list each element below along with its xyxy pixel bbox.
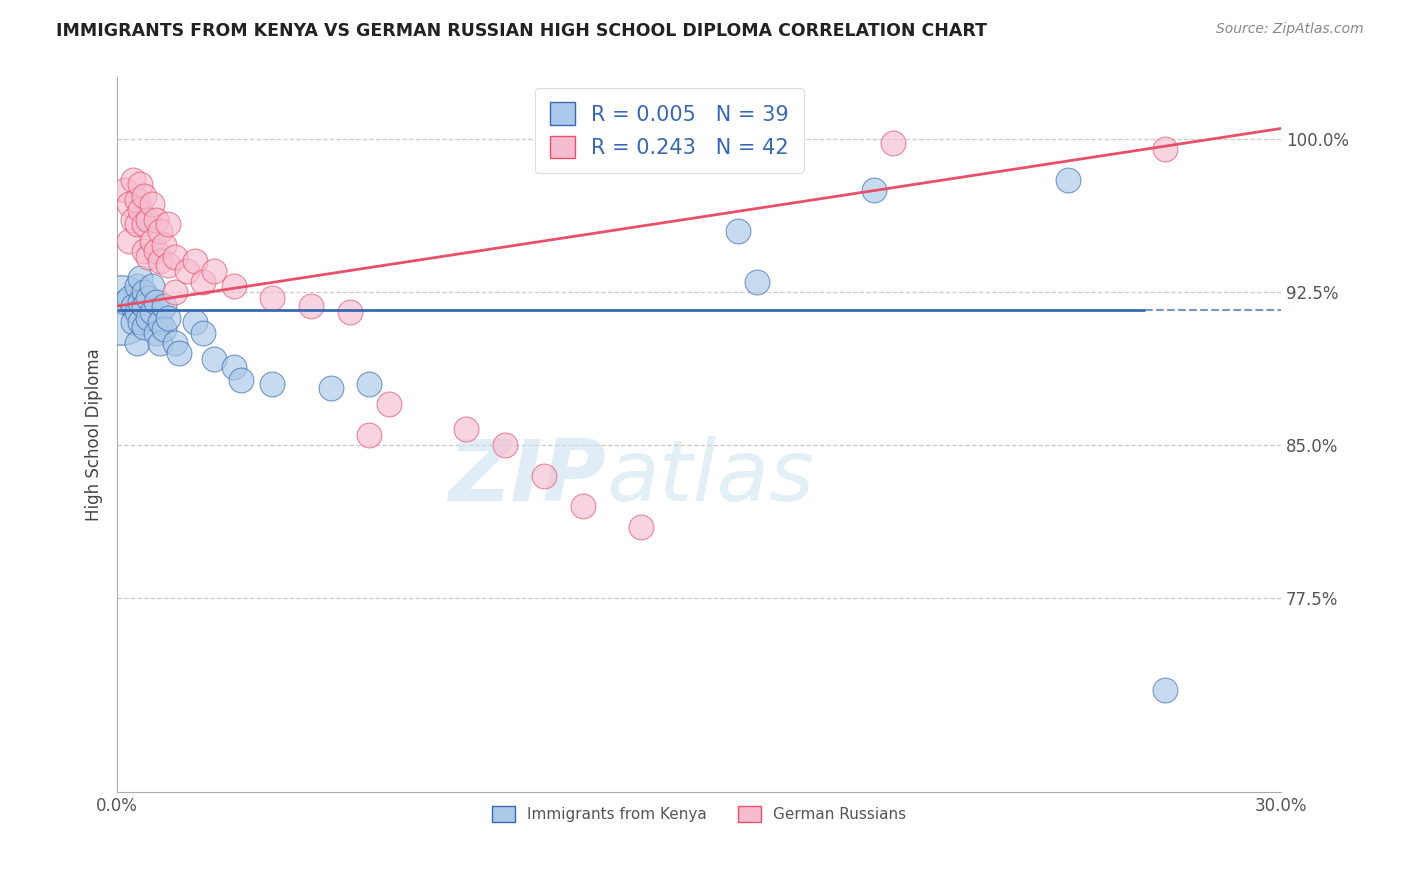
Point <box>571 499 593 513</box>
Point <box>152 321 174 335</box>
Point <box>231 373 253 387</box>
Point <box>121 315 143 329</box>
Point <box>222 360 245 375</box>
Point <box>882 136 904 150</box>
Point <box>191 275 214 289</box>
Point <box>165 250 187 264</box>
Point <box>125 218 148 232</box>
Point <box>339 305 361 319</box>
Point <box>114 295 136 310</box>
Text: Source: ZipAtlas.com: Source: ZipAtlas.com <box>1216 22 1364 37</box>
Point <box>118 197 141 211</box>
Point <box>262 291 284 305</box>
Point <box>149 223 172 237</box>
Point <box>136 250 159 264</box>
Legend: Immigrants from Kenya, German Russians: Immigrants from Kenya, German Russians <box>479 794 918 834</box>
Point <box>145 295 167 310</box>
Point <box>125 193 148 207</box>
Point <box>149 315 172 329</box>
Point <box>129 203 152 218</box>
Point <box>176 264 198 278</box>
Text: atlas: atlas <box>606 436 814 519</box>
Point <box>134 319 156 334</box>
Point <box>167 346 190 360</box>
Point <box>202 352 225 367</box>
Point <box>145 213 167 227</box>
Point <box>118 234 141 248</box>
Point <box>359 427 381 442</box>
Point <box>727 223 749 237</box>
Point <box>191 326 214 340</box>
Point <box>1153 682 1175 697</box>
Point <box>141 305 163 319</box>
Point <box>533 468 555 483</box>
Point <box>184 315 207 329</box>
Point <box>862 183 884 197</box>
Point <box>156 311 179 326</box>
Point <box>125 278 148 293</box>
Point <box>121 172 143 186</box>
Point <box>114 183 136 197</box>
Point <box>747 275 769 289</box>
Point <box>136 291 159 305</box>
Point <box>1056 172 1078 186</box>
Point <box>299 299 322 313</box>
Point <box>129 295 152 310</box>
Point <box>125 335 148 350</box>
Point <box>494 438 516 452</box>
Point <box>156 258 179 272</box>
Point <box>149 254 172 268</box>
Point <box>1153 142 1175 156</box>
Point <box>118 291 141 305</box>
Point <box>156 218 179 232</box>
Point <box>165 335 187 350</box>
Point <box>136 213 159 227</box>
Point <box>630 519 652 533</box>
Point <box>359 376 381 391</box>
Point <box>121 299 143 313</box>
Point <box>222 278 245 293</box>
Point <box>319 381 342 395</box>
Point <box>129 177 152 191</box>
Point <box>141 234 163 248</box>
Point <box>121 213 143 227</box>
Point <box>377 397 399 411</box>
Point <box>456 421 478 435</box>
Point <box>262 376 284 391</box>
Point <box>134 218 156 232</box>
Y-axis label: High School Diploma: High School Diploma <box>86 348 103 521</box>
Point <box>125 305 148 319</box>
Point <box>134 285 156 299</box>
Point <box>165 285 187 299</box>
Point <box>202 264 225 278</box>
Point <box>149 335 172 350</box>
Text: ZIP: ZIP <box>449 436 606 519</box>
Point <box>134 189 156 203</box>
Point <box>110 303 132 318</box>
Point <box>134 244 156 258</box>
Point <box>152 237 174 252</box>
Point <box>145 244 167 258</box>
Point <box>136 311 159 326</box>
Point <box>145 326 167 340</box>
Point <box>141 197 163 211</box>
Point <box>141 278 163 293</box>
Point <box>184 254 207 268</box>
Point <box>129 270 152 285</box>
Text: IMMIGRANTS FROM KENYA VS GERMAN RUSSIAN HIGH SCHOOL DIPLOMA CORRELATION CHART: IMMIGRANTS FROM KENYA VS GERMAN RUSSIAN … <box>56 22 987 40</box>
Point <box>134 299 156 313</box>
Point <box>129 315 152 329</box>
Point <box>152 299 174 313</box>
